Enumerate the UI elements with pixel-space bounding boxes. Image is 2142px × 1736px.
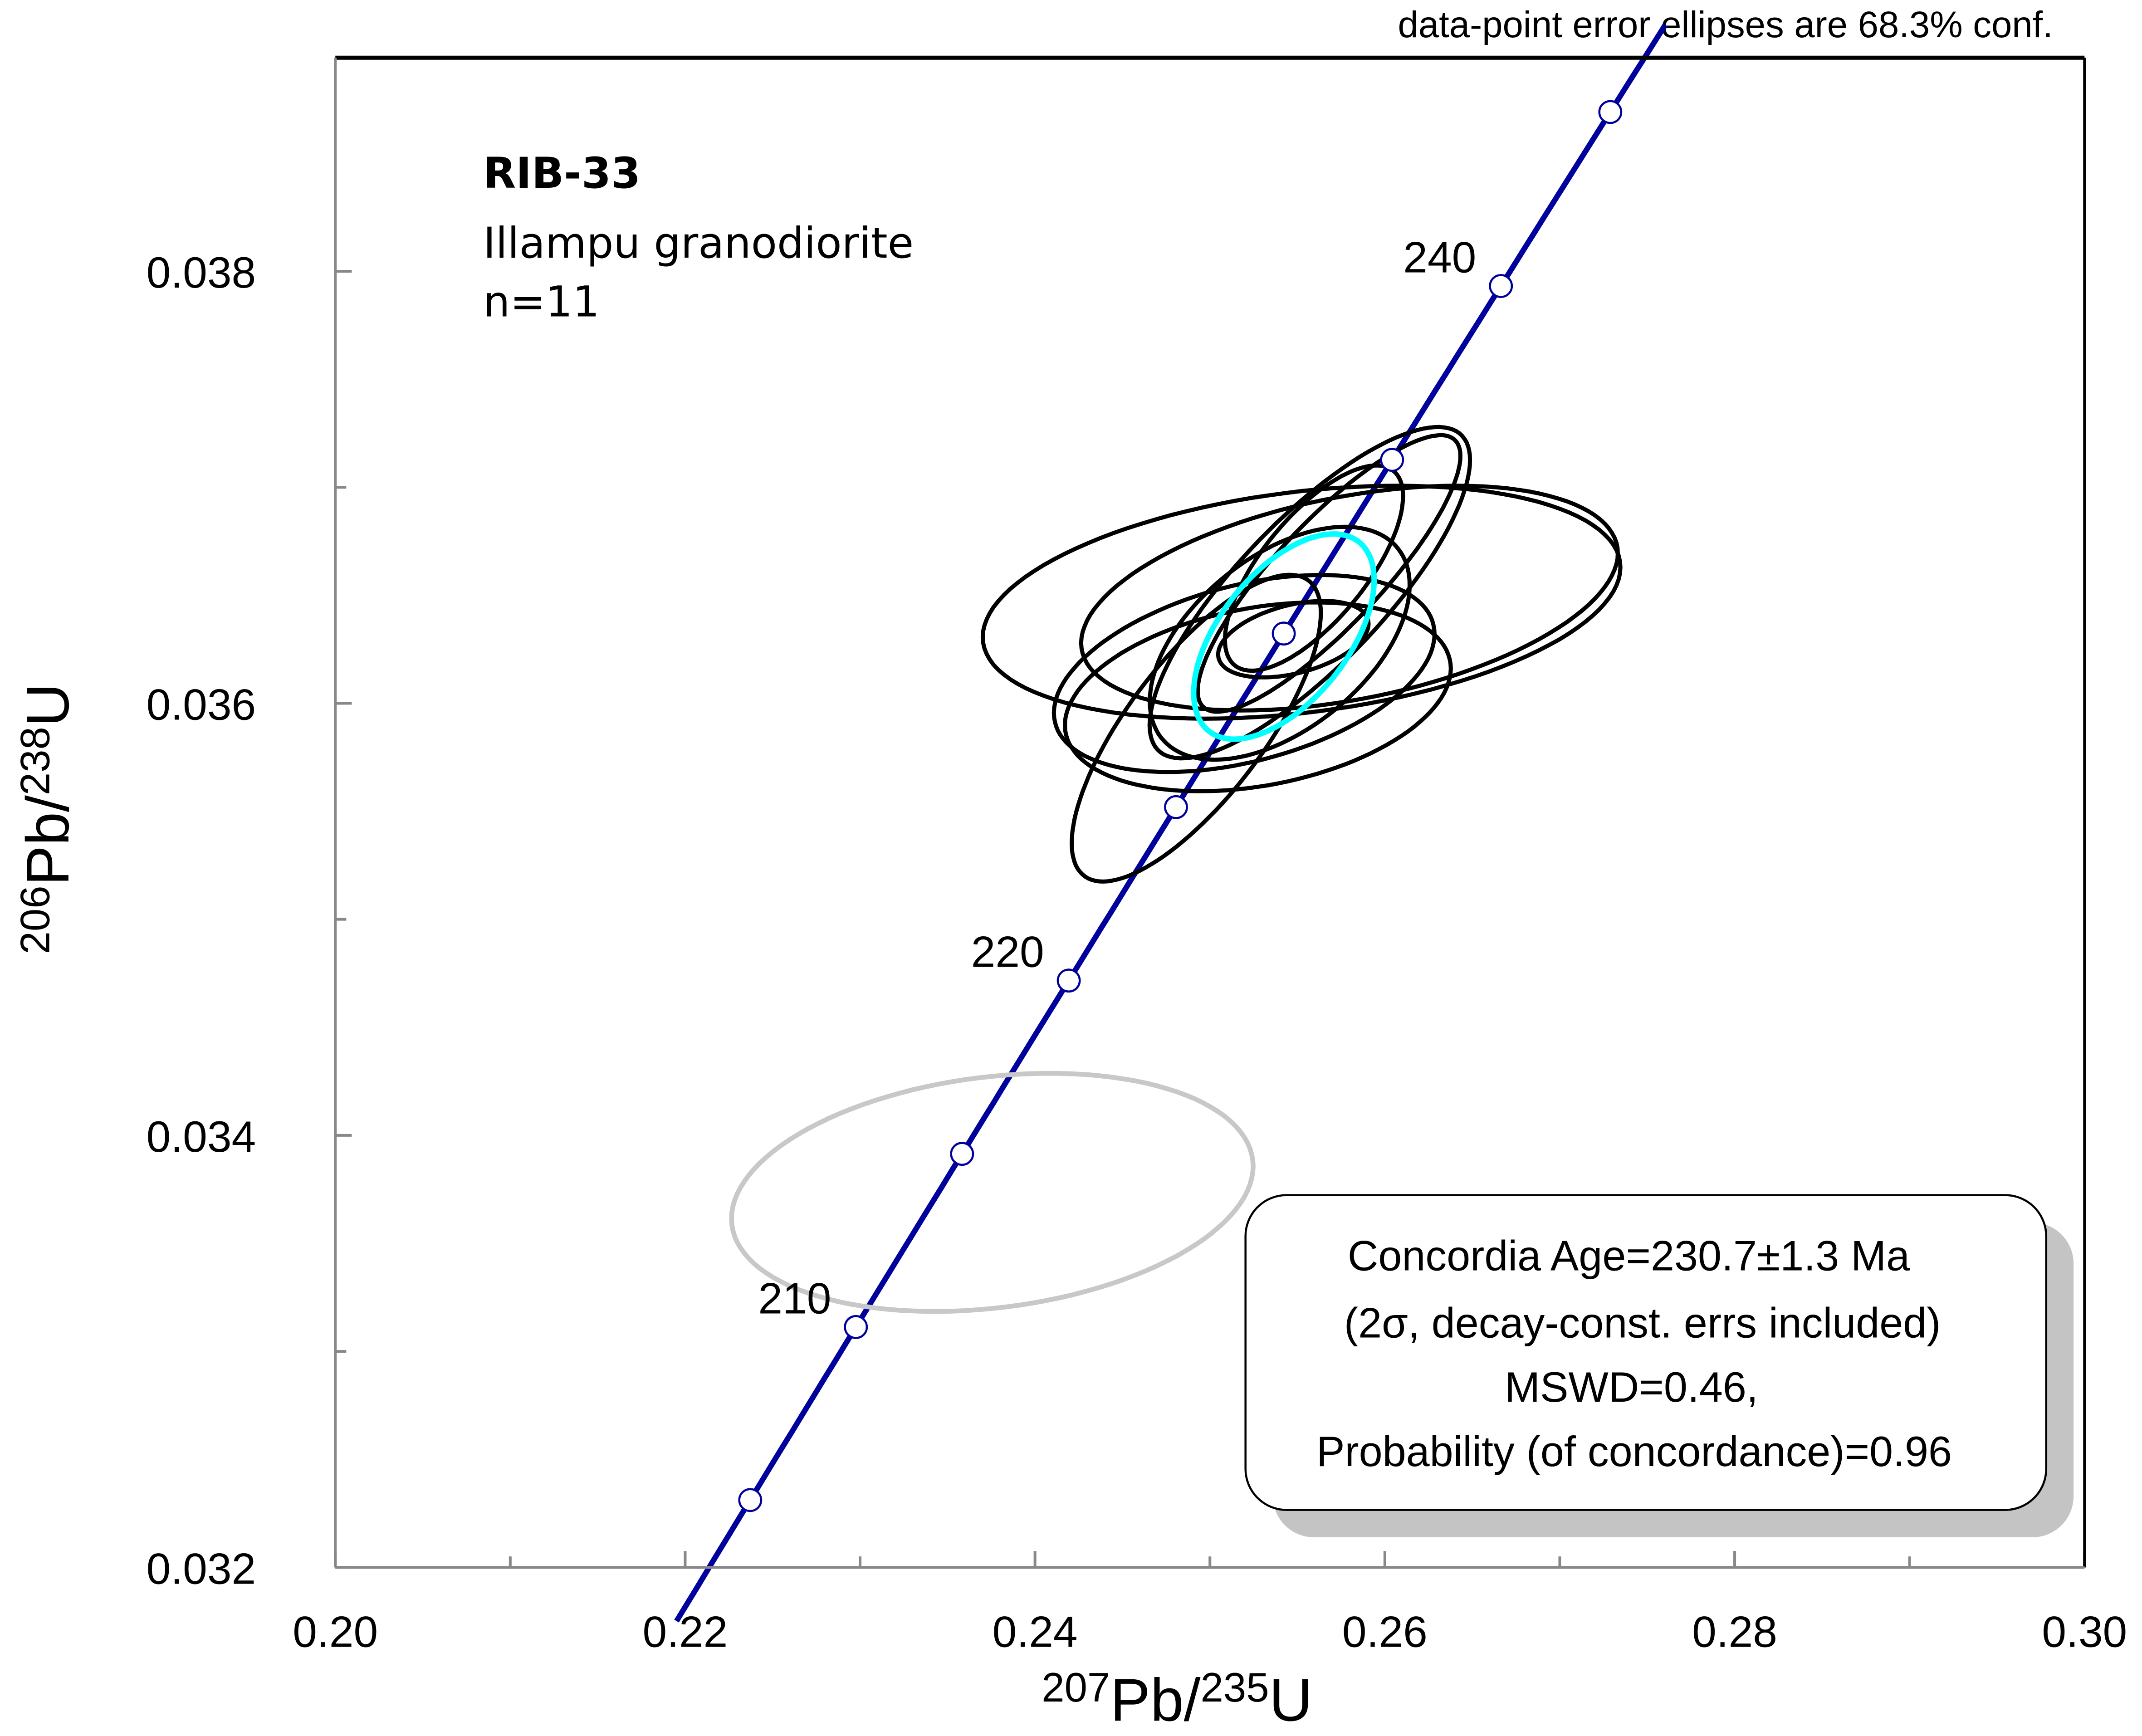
x-tick-label: 0.24: [993, 1608, 1078, 1656]
result-sigma-note: (2σ, decay-const. errs included): [1344, 1299, 1941, 1346]
x-tick-label: 0.28: [1692, 1608, 1777, 1656]
result-mswd: MSWD=0.46,: [1505, 1363, 1758, 1411]
error-ellipse: [980, 484, 1623, 721]
age-marker: [1272, 621, 1296, 646]
x-axis-label: 207Pb/235U: [1042, 1665, 1312, 1734]
age-marker: [738, 1488, 763, 1512]
confidence-note: data-point error ellipses are 68.3% conf…: [1398, 4, 2053, 45]
x-label-sup1: 207: [1042, 1665, 1110, 1711]
x-tick-label: 0.22: [642, 1608, 728, 1656]
y-tick-label: 0.038: [147, 249, 256, 297]
error-ellipse: [1147, 524, 1412, 762]
x-tick-label: 0.26: [1342, 1608, 1428, 1656]
y-tick-label: 0.036: [147, 681, 256, 729]
concordia-age-ellipse: [1191, 531, 1377, 742]
error-ellipses: [729, 425, 1623, 1314]
sample-count: n=11: [483, 278, 600, 327]
concordia-age-markers: 210 220 240: [738, 100, 1623, 1512]
x-tick-label: 0.30: [2042, 1608, 2127, 1656]
x-label-main2: U: [1269, 1667, 1313, 1734]
result-age: Concordia Age=230.7±1.3 Ma: [1348, 1232, 1910, 1280]
error-ellipse: [1051, 572, 1437, 774]
age-label: 210: [758, 1274, 831, 1323]
x-tick-label: 0.20: [293, 1608, 378, 1656]
y-label-main1: Pb/: [15, 795, 82, 885]
x-label-sup2: 235: [1201, 1665, 1269, 1711]
error-ellipse: [1147, 425, 1472, 761]
age-marker: [1489, 274, 1513, 298]
y-tick-label: 0.032: [147, 1545, 256, 1594]
error-ellipse: [1079, 484, 1620, 713]
age-marker: [1164, 795, 1188, 819]
axis-ticks: 0.20 0.22 0.24 0.26 0.28 0.30 0.032 0.034 0.036 0…: [147, 249, 2127, 1656]
y-tick-label: 0.034: [147, 1113, 256, 1161]
age-marker: [1598, 100, 1623, 124]
concordia-result-box: Concordia Age=230.7±1.3 Ma (2σ, decay-co…: [1244, 1194, 2074, 1537]
age-marker: [950, 1142, 974, 1166]
sample-name: RIB-33: [483, 149, 641, 198]
age-marker: [1380, 448, 1404, 472]
y-label-sup2: 238: [13, 727, 59, 795]
excluded-error-ellipse: [729, 1071, 1256, 1314]
sample-lithology: Illampu granodiorite: [483, 219, 914, 268]
y-label-main2: U: [15, 683, 82, 727]
x-label-main1: Pb/: [1110, 1667, 1200, 1734]
age-label: 240: [1403, 233, 1476, 282]
y-label-sup1: 206: [13, 885, 59, 954]
y-axis-label: 206Pb/238U: [13, 683, 82, 954]
age-marker: [844, 1315, 868, 1339]
age-label: 220: [971, 928, 1044, 976]
error-ellipse: [1216, 599, 1371, 680]
error-ellipse: [1223, 463, 1405, 673]
age-marker: [1056, 968, 1081, 993]
result-box-frame: [1244, 1194, 2048, 1511]
result-probability: Probability (of concordance)=0.96: [1316, 1428, 1952, 1475]
